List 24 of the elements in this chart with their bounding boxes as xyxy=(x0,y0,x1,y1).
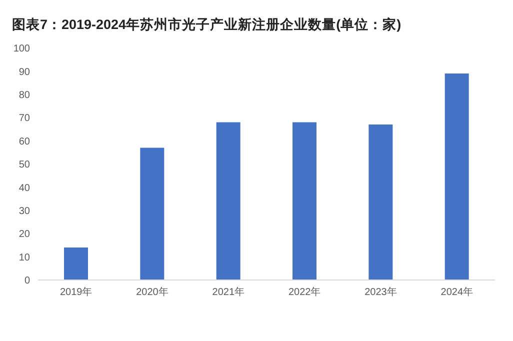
y-tick-label: 10 xyxy=(18,252,30,264)
x-tick-label: 2024年 xyxy=(440,286,474,298)
bar xyxy=(368,124,393,280)
y-tick-label: 50 xyxy=(18,160,30,171)
chart-title: 图表7：2019-2024年苏州市光子产业新注册企业数量(单位：家) xyxy=(11,16,402,34)
bar xyxy=(64,248,88,280)
bar xyxy=(216,122,240,280)
y-tick-label: 30 xyxy=(18,206,30,217)
x-tick-label: 2021年 xyxy=(212,286,245,298)
bar xyxy=(140,148,164,280)
y-tick-label: 20 xyxy=(18,229,30,240)
y-tick-label: 90 xyxy=(18,66,30,78)
y-tick-label: 100 xyxy=(13,44,30,55)
x-tick-label: 2019年 xyxy=(60,286,92,298)
y-tick-label: 70 xyxy=(18,113,30,124)
y-tick-label: 60 xyxy=(18,136,30,148)
bar xyxy=(292,122,316,280)
x-tick-label: 2023年 xyxy=(364,286,397,298)
x-tick-label: 2022年 xyxy=(288,286,321,298)
y-tick-label: 0 xyxy=(24,276,30,287)
y-tick-label: 40 xyxy=(18,182,30,194)
bar xyxy=(444,74,469,280)
x-tick-label: 2020年 xyxy=(136,286,168,298)
y-tick-label: 80 xyxy=(18,90,30,101)
